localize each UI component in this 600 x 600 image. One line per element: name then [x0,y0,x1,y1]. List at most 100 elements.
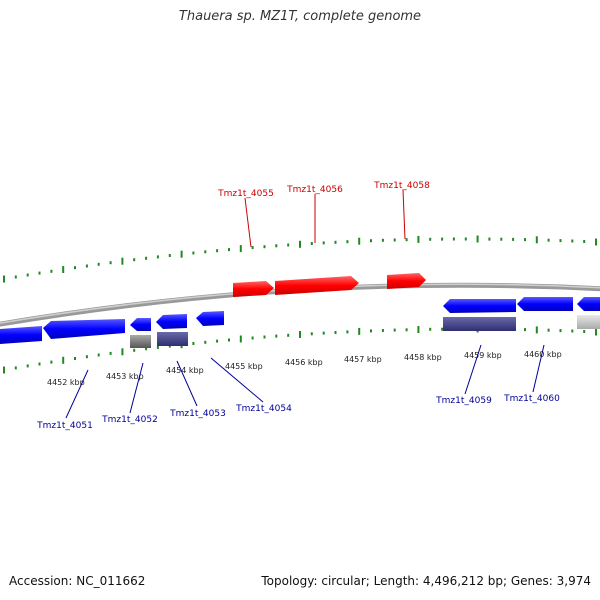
gene-arrow-tmz1t-4054[interactable] [196,311,224,326]
major-tick [595,328,597,336]
minor-tick [14,366,17,370]
gene-arrow-left-edge[interactable] [0,326,42,344]
minor-tick [26,273,29,277]
major-tick [180,250,183,258]
minor-tick [429,237,432,241]
cds-tmz1t-4052[interactable] [130,335,151,348]
gene-arrow-tmz1t-4060[interactable] [517,297,573,311]
minor-tick [192,342,195,345]
scale-label: 4453 kbp [106,372,144,381]
minor-tick [275,244,278,248]
minor-tick [405,328,408,332]
scale-label: 4452 kbp [47,378,85,387]
gene-label-tmz1t-4058[interactable]: Tmz1t_4058 [373,181,430,191]
minor-tick [145,256,148,260]
minor-tick [287,243,290,247]
major-tick [358,237,361,245]
gene-label-tmz1t-4054[interactable]: Tmz1t_4054 [235,404,292,414]
minor-tick [547,238,550,242]
minor-tick [216,249,219,253]
minor-tick [334,240,337,244]
minor-tick [381,238,384,242]
minor-tick [310,242,313,245]
minor-tick [85,264,88,268]
cds-tmz1t-4053[interactable] [157,332,188,346]
map-title: Thauera sp. MZ1T, complete genome [178,9,422,24]
minor-tick [109,261,112,265]
minor-tick [346,240,349,244]
minor-tick [405,238,408,242]
leader-line [176,360,198,407]
major-tick [62,266,65,273]
minor-tick [512,237,515,241]
minor-tick [464,237,467,241]
minor-tick [97,262,100,266]
minor-tick [38,362,41,366]
gene-label-tmz1t-4051[interactable]: Tmz1t_4051 [36,421,93,431]
major-tick [62,356,65,364]
cds-tmz1t-4059[interactable] [443,317,516,331]
scale-label: 4454 kbp [166,366,204,375]
scale-label: 4459 kbp [464,351,502,360]
minor-tick [263,335,266,339]
minor-tick [38,271,41,275]
minor-tick [204,250,207,254]
gene-arrow-tmz1t-4056[interactable] [275,276,359,295]
gene-arrow-tmz1t-4052[interactable] [130,318,151,331]
gene-arrow-tmz1t-4059[interactable] [443,299,516,313]
scale-label: 4458 kbp [404,353,442,362]
minor-tick [370,239,372,243]
major-tick [239,335,242,343]
minor-tick [251,246,254,250]
minor-tick [26,364,29,368]
minor-tick [133,348,136,352]
minor-tick [251,336,254,340]
gene-label-tmz1t-4052[interactable]: Tmz1t_4052 [101,415,158,425]
gene-label-tmz1t-4056[interactable]: Tmz1t_4056 [286,185,343,195]
gene-label-tmz1t-4053[interactable]: Tmz1t_4053 [169,409,226,419]
gene-arrow-tmz1t-4058[interactable] [387,273,426,289]
minor-tick [216,339,219,343]
minor-tick [583,330,586,333]
gene-arrow-tmz1t-4051[interactable] [43,319,125,339]
major-tick [121,257,124,265]
minor-tick [228,248,230,252]
minor-tick [393,328,396,332]
reverse-gene-labels: Tmz1t_4051 Tmz1t_4052 Tmz1t_4053 Tmz1t_4… [36,344,560,431]
accession-text: Accession: NC_011662 [9,574,146,588]
gene-arrow-tmz1t-4053[interactable] [156,314,187,329]
minor-tick [500,237,503,241]
gene-label-tmz1t-4060[interactable]: Tmz1t_4060 [503,394,560,404]
gene-arrow-right-edge[interactable] [577,297,600,311]
major-tick [535,326,538,334]
gene-label-tmz1t-4059[interactable]: Tmz1t_4059 [435,396,492,406]
minor-tick [74,357,76,360]
major-tick [299,331,301,338]
minor-tick [524,238,526,242]
gene-arrow-tmz1t-4055[interactable] [233,281,274,297]
minor-tick [381,329,384,332]
minor-tick [452,237,455,241]
minor-tick [168,254,171,257]
minor-tick [263,245,266,249]
major-tick [535,236,538,244]
major-tick [595,238,597,246]
minor-tick [168,344,171,348]
minor-tick [429,327,432,331]
minor-tick [547,328,550,332]
minor-tick [228,338,230,342]
leader-line [532,344,545,393]
minor-tick [524,328,526,332]
scale-label: 4456 kbp [285,358,323,367]
major-tick [476,235,479,243]
minor-tick [133,258,136,262]
gene-label-tmz1t-4055[interactable]: Tmz1t_4055 [217,189,274,199]
minor-tick [156,255,159,259]
minor-tick [50,269,53,273]
major-tick [121,348,124,356]
minor-tick [50,360,53,364]
scale-label: 4460 kbp [524,350,562,359]
cds-right-edge[interactable] [577,315,600,329]
